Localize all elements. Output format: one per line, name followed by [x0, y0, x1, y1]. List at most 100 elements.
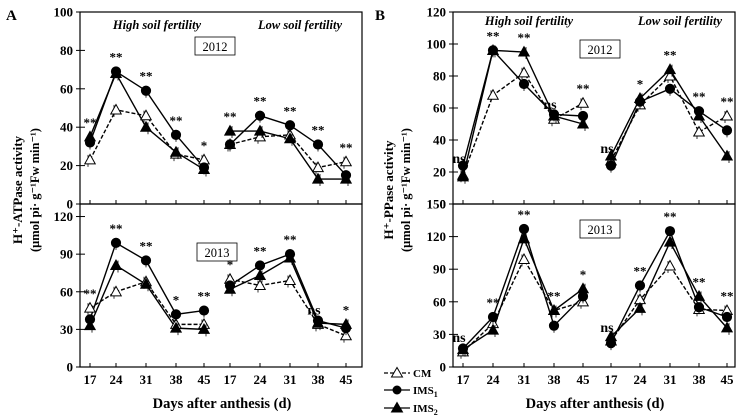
series-line-A-2013-g1-ims2: [229, 256, 347, 326]
panel-b-top-year-box: 2012: [579, 39, 621, 59]
y-tick-label-A-2013-120: 120: [54, 209, 74, 224]
panel-b-top-year: 2012: [588, 43, 613, 57]
series-line-B-2012-g1-ims1: [610, 87, 728, 166]
point-B-2012-g1-ims1-31: [664, 83, 676, 94]
point-B-2012-g1-ims1-17: [605, 160, 617, 171]
point-B-2013-g0-ims1-24: [487, 311, 499, 323]
point-B-2013-g1-ims1-24: [634, 280, 646, 291]
legend-entry-ims2: IMS2: [384, 401, 438, 417]
significance-A-2012-g0-45: *: [201, 138, 208, 153]
y-tick-label-A-2012-0: 0: [67, 197, 74, 212]
point-A-2013-g1-ims2-45: [339, 317, 353, 329]
point-A-2013-g1-cm-31: [283, 274, 297, 286]
point-A-2012-g1-ims1-31: [284, 120, 296, 131]
significance-A-2012-g1-38: **: [312, 122, 325, 137]
x-tick-label-A-2013-0-2: 31: [140, 372, 153, 387]
x-tick-label-A-2013-1-2: 31: [284, 372, 297, 387]
x-tick-label-A-2013-0-0: 17: [84, 372, 98, 387]
significance-A-2012-g0-17: **: [84, 115, 97, 130]
significance-A-2012-g1-31: **: [284, 103, 297, 118]
y-tick-label-B-2012-80: 80: [433, 69, 446, 84]
point-A-2013-g1-cm-24: [253, 279, 267, 291]
x-tick-label-B-2013-0-0: 17: [457, 372, 471, 387]
point-A-2013-g0-ims1-31: [140, 255, 152, 266]
x-tick-label-B-2013-1-0: 17: [605, 372, 619, 387]
significance-A-2012-g1-45: **: [340, 140, 353, 155]
significance-A-2013-g1-17: *: [227, 257, 234, 272]
point-A-2013-g0-ims2-38: [169, 321, 183, 333]
y-tick-label-A-2013-90: 90: [60, 247, 73, 262]
panel-b-bottom-year-box: 2013: [579, 219, 621, 239]
significance-B-2012-g1-24: *: [637, 76, 644, 91]
significance-B-2013-g1-38: **: [693, 274, 706, 289]
significance-B-2012-g1-45: **: [721, 94, 734, 109]
point-B-2012-g0-ims2-38: [547, 109, 561, 121]
point-A-2012-g0-ims2-38: [169, 145, 183, 157]
significance-A-2012-g0-38: **: [170, 113, 183, 128]
panel-a-ylabel-line2: (μmol pi· g⁻¹Fw min⁻¹): [28, 128, 42, 252]
legend-label-ims1-base: IMS: [413, 385, 434, 397]
significance-A-2013-g1-24: **: [254, 243, 267, 258]
panel-a-xlabel: Days after anthesis (d): [153, 396, 292, 412]
significance-A-2013-g0-31: **: [140, 238, 153, 253]
series-line-B-2013-g1-ims2: [610, 240, 728, 338]
y-tick-label-B-2012-100: 100: [427, 37, 447, 52]
panel-b-xlabel: Days after anthesis (d): [526, 396, 665, 412]
point-A-2012-g0-ims1-31: [140, 85, 152, 96]
point-B-2013-g1-ims2-38: [692, 289, 706, 301]
panel-b-ylabel-line1: H⁺-PPase activity: [381, 140, 396, 239]
significance-A-2012-g0-24: **: [110, 50, 123, 65]
panel-a-bottom-year: 2013: [205, 246, 230, 260]
y-tick-label-B-2013-120: 120: [427, 229, 447, 244]
panel-b-bottom-frame: [452, 203, 736, 368]
point-A-2013-g0-ims2-45: [197, 322, 211, 334]
x-tick-label-B-2013-0-4: 45: [577, 372, 591, 387]
point-A-2013-g1-ims1-24: [254, 260, 266, 271]
point-A-2012-g1-ims2-24: [253, 124, 267, 136]
legend-label-ims2-sub: 2: [434, 408, 438, 417]
y-tick-label-B-2012-120: 120: [427, 5, 447, 20]
significance-B-2013-g0-45: *: [580, 267, 587, 282]
x-tick-label-B-2013-1-2: 31: [664, 372, 677, 387]
series-line-A-2013-g1-cm: [229, 278, 347, 337]
point-A-2013-g1-ims2-24: [253, 269, 267, 281]
plots: 020406080100*******************030609012…: [54, 5, 735, 388]
y-tick-label-B-2013-150: 150: [427, 197, 447, 212]
significance-B-2012-g1-31: **: [664, 48, 677, 63]
significance-B-2012-g0-31: **: [518, 30, 531, 45]
point-B-2012-g1-ims2-24: [633, 91, 647, 103]
point-B-2013-g0-ims2-45: [576, 282, 590, 294]
point-B-2013-g1-ims1-31: [664, 226, 676, 237]
significance-B-2013-g0-17: ns: [452, 331, 466, 346]
point-B-2012-g0-cm-24: [486, 88, 500, 100]
point-B-2013-g1-ims2-24: [633, 301, 647, 313]
series-line-B-2013-g1-cm: [610, 264, 728, 342]
point-A-2012-g0-cm-31: [139, 109, 153, 121]
significance-A-2013-g0-45: **: [198, 289, 211, 304]
significance-A-2013-g0-24: **: [110, 221, 123, 236]
point-A-2012-g0-ims2-24: [109, 67, 123, 78]
legend-label-ims1: IMS1: [413, 385, 438, 399]
y-tick-label-A-2013-30: 30: [60, 322, 73, 337]
point-A-2013-g0-ims2-24: [109, 259, 123, 270]
significance-B-2013-g1-31: **: [664, 209, 677, 224]
panel-a-ylabel-line1: H⁺-ATPase activity: [10, 135, 25, 244]
significance-A-2012-g1-17: **: [224, 109, 237, 124]
point-B-2013-g1-ims1-38: [693, 302, 705, 313]
series-line-B-2012-g0-ims1: [462, 48, 584, 166]
point-A-2012-g1-ims2-17: [223, 124, 237, 136]
point-A-2013-g1-ims2-31: [283, 251, 297, 263]
y-tick-label-A-2012-40: 40: [60, 120, 73, 135]
series-line-B-2013-g1-ims1: [610, 229, 728, 344]
point-B-2012-g1-ims2-31: [663, 63, 677, 75]
point-B-2013-g0-cm-31: [517, 252, 531, 264]
point-B-2012-g1-ims2-17: [604, 149, 618, 161]
point-B-2012-g0-ims2-45: [576, 117, 590, 129]
y-tick-label-A-2012-20: 20: [60, 158, 73, 173]
significance-B-2012-g0-17: ns: [452, 152, 466, 167]
point-A-2013-g1-ims2-38: [311, 316, 325, 328]
point-B-2013-g1-ims2-45: [720, 321, 734, 333]
legend-entry-cm: CM: [384, 366, 432, 380]
panel-b-high-fertility-label: High soil fertility: [484, 14, 574, 28]
